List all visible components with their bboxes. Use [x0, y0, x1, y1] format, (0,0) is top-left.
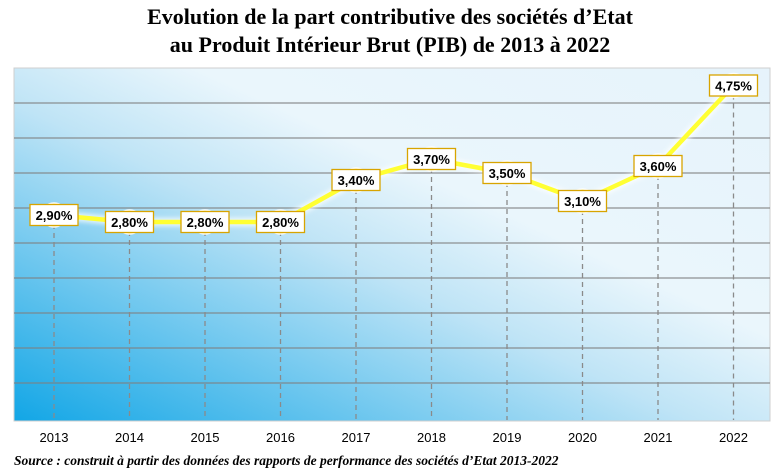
data-label-box	[482, 161, 532, 185]
data-label: 2,80%	[111, 215, 148, 230]
data-label-box	[29, 203, 79, 227]
data-label-box	[557, 189, 608, 213]
x-tick-label: 2021	[644, 430, 673, 445]
data-label-box	[406, 147, 457, 171]
x-tick-label: 2014	[115, 430, 144, 445]
data-label-box	[331, 168, 381, 192]
data-label: 2,90%	[36, 208, 73, 223]
data-label-box	[180, 210, 230, 234]
drop-lines	[53, 85, 735, 420]
x-tick-label: 2015	[191, 430, 220, 445]
data-label: 2,80%	[187, 215, 224, 230]
chart-title: Evolution de la part contributive des so…	[147, 4, 633, 29]
data-label: 3,70%	[413, 152, 450, 167]
plot-area	[13, 67, 771, 422]
data-label-box	[255, 210, 306, 234]
data-labels: 2,90% 2,80% 2,80% 2,80% 3,40% 3,70% 3,50% 3,10%…	[29, 74, 759, 234]
data-label-box	[633, 154, 683, 178]
x-tick-label: 2019	[493, 430, 522, 445]
series-line	[51, 83, 736, 225]
source-note: Source : construit à partir des données …	[14, 453, 559, 468]
x-tick-label: 2020	[568, 430, 597, 445]
data-label-box	[104, 210, 155, 234]
x-tick-label: 2016	[266, 430, 295, 445]
data-label: 4,75%	[715, 78, 752, 93]
series-line-layer	[51, 82, 737, 227]
x-axis-tick-labels: 2013 2014 2015 2016 2017 2018 2019 2020 2021 2022	[40, 430, 748, 445]
x-tick-label: 2018	[417, 430, 446, 445]
data-label-box	[708, 74, 759, 97]
x-tick-label: 2013	[40, 430, 69, 445]
x-tick-label: 2017	[342, 430, 371, 445]
chart-subtitle: au Produit Intérieur Brut (PIB) de 2013 …	[169, 32, 611, 57]
data-label: 3,50%	[489, 166, 526, 181]
data-label: 3,10%	[564, 194, 601, 209]
data-label: 3,60%	[640, 159, 677, 174]
data-label: 2,80%	[262, 215, 299, 230]
x-tick-label: 2022	[719, 430, 748, 445]
data-label: 3,40%	[338, 173, 375, 188]
